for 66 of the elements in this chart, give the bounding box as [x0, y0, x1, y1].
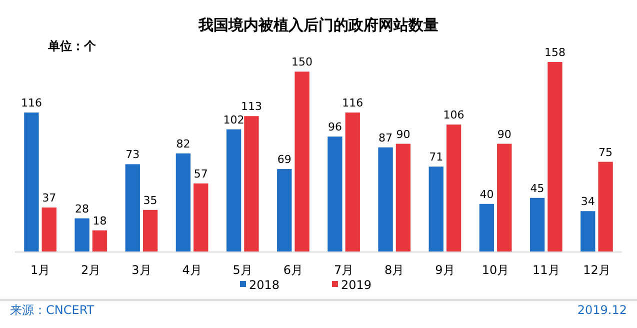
data-label: 34 [580, 195, 595, 208]
bar [548, 62, 562, 252]
x-tick-label: 12月 [583, 263, 610, 277]
x-tick-label: 3月 [132, 263, 152, 277]
bar [428, 166, 444, 252]
bar [226, 129, 242, 252]
data-label: 113 [240, 100, 262, 114]
legend-label: 2019 [341, 278, 372, 292]
data-label: 150 [292, 56, 313, 69]
x-tick-label: 9月 [435, 263, 455, 277]
bar [294, 72, 310, 252]
bar [497, 144, 512, 252]
data-label: 71 [429, 150, 444, 164]
bar [378, 147, 393, 252]
text: 单位：个 [47, 39, 97, 53]
bar [345, 112, 360, 252]
bar [194, 183, 208, 252]
x-tick-label: 2月 [81, 263, 101, 277]
data-label: 87 [378, 131, 393, 144]
source-note: 来源：CNCERT [10, 303, 95, 317]
bar [328, 136, 342, 252]
bar [479, 204, 494, 252]
bar [74, 218, 90, 252]
bar [580, 211, 596, 252]
data-label: 75 [598, 146, 613, 159]
data-label: 69 [277, 153, 292, 166]
data-label: 57 [194, 167, 208, 180]
data-label: 28 [75, 202, 90, 216]
x-tick-label: 7月 [334, 263, 354, 277]
data-label: 90 [497, 128, 512, 141]
data-label: 106 [443, 108, 464, 122]
legend-label: 2018 [249, 278, 280, 292]
bar [244, 116, 259, 252]
bar [142, 210, 158, 252]
data-label: 116 [342, 96, 364, 110]
x-tick-label: 10月 [482, 263, 510, 277]
text: 2019.12 [577, 303, 627, 317]
data-label: 40 [480, 188, 494, 201]
bar [176, 153, 191, 252]
data-label: 37 [42, 192, 56, 205]
x-tick-label: 11月 [532, 263, 560, 277]
data-label: 18 [92, 214, 107, 228]
data-label: 102 [223, 113, 244, 126]
x-tick-label: 1月 [30, 263, 50, 277]
data-label: 90 [396, 128, 410, 141]
bar [598, 162, 613, 252]
chart-title: 我国境内被植入后门的政府网站数量 [198, 16, 438, 34]
data-label: 158 [544, 46, 566, 59]
bar [42, 208, 56, 252]
bar [396, 144, 411, 252]
x-tick-label: 5月 [232, 263, 252, 277]
data-label: 73 [126, 148, 140, 162]
bar [24, 112, 39, 252]
x-tick-label: 6月 [283, 263, 304, 277]
data-label: 82 [176, 137, 190, 150]
x-tick-label: 4月 [182, 263, 202, 277]
data-label: 116 [20, 96, 42, 110]
bar [92, 230, 108, 252]
data-label: 96 [328, 120, 342, 134]
bar [125, 164, 140, 252]
data-label: 35 [143, 194, 158, 207]
data-label: 45 [530, 182, 544, 195]
bar [277, 169, 292, 252]
x-tick-label: 8月 [384, 263, 404, 277]
bar [446, 124, 462, 252]
bar [530, 198, 545, 252]
